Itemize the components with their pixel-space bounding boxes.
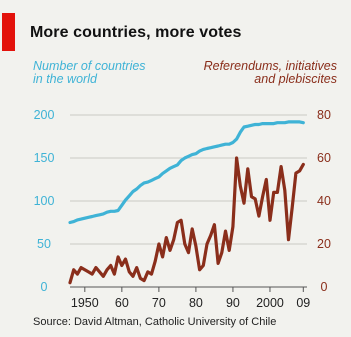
right-tick-label: 80 [317, 108, 331, 122]
left-tick-label: 200 [34, 108, 55, 122]
referendums-series-line [68, 156, 305, 285]
left-tick-label: 50 [37, 237, 51, 251]
source-note: Source: David Altman, Catholic Universit… [33, 316, 277, 328]
left-axis-label-line-1: Number of countries [33, 59, 146, 73]
right-tick-label: 40 [317, 194, 331, 208]
left-tick-label: 0 [41, 280, 48, 294]
x-tick-label: 80 [189, 296, 203, 310]
x-tick-label: 90 [226, 296, 240, 310]
right-tick-label: 0 [321, 280, 328, 294]
x-tick-label: 1950 [71, 296, 99, 310]
chart-title: More countries, more votes [30, 24, 242, 41]
left-tick-label: 100 [34, 194, 55, 208]
left-axis-label-line-2: in the world [33, 72, 97, 86]
x-tick-label: 2000 [256, 296, 284, 310]
right-axis-label-line-2: and plebiscites [254, 72, 337, 86]
x-tick-label: 70 [152, 296, 166, 310]
x-tick-label: 60 [115, 296, 129, 310]
right-axis-label: Referendums, initiatives and plebiscites [204, 60, 337, 86]
right-tick-label: 60 [317, 151, 331, 165]
left-axis-label: Number of countries in the world [33, 60, 146, 86]
accent-bar [2, 13, 15, 51]
left-tick-label: 150 [34, 151, 55, 165]
x-tick-label: 09 [296, 296, 310, 310]
right-tick-label: 20 [317, 237, 331, 251]
countries-series-line [68, 120, 305, 225]
right-axis-label-line-1: Referendums, initiatives [203, 59, 337, 73]
